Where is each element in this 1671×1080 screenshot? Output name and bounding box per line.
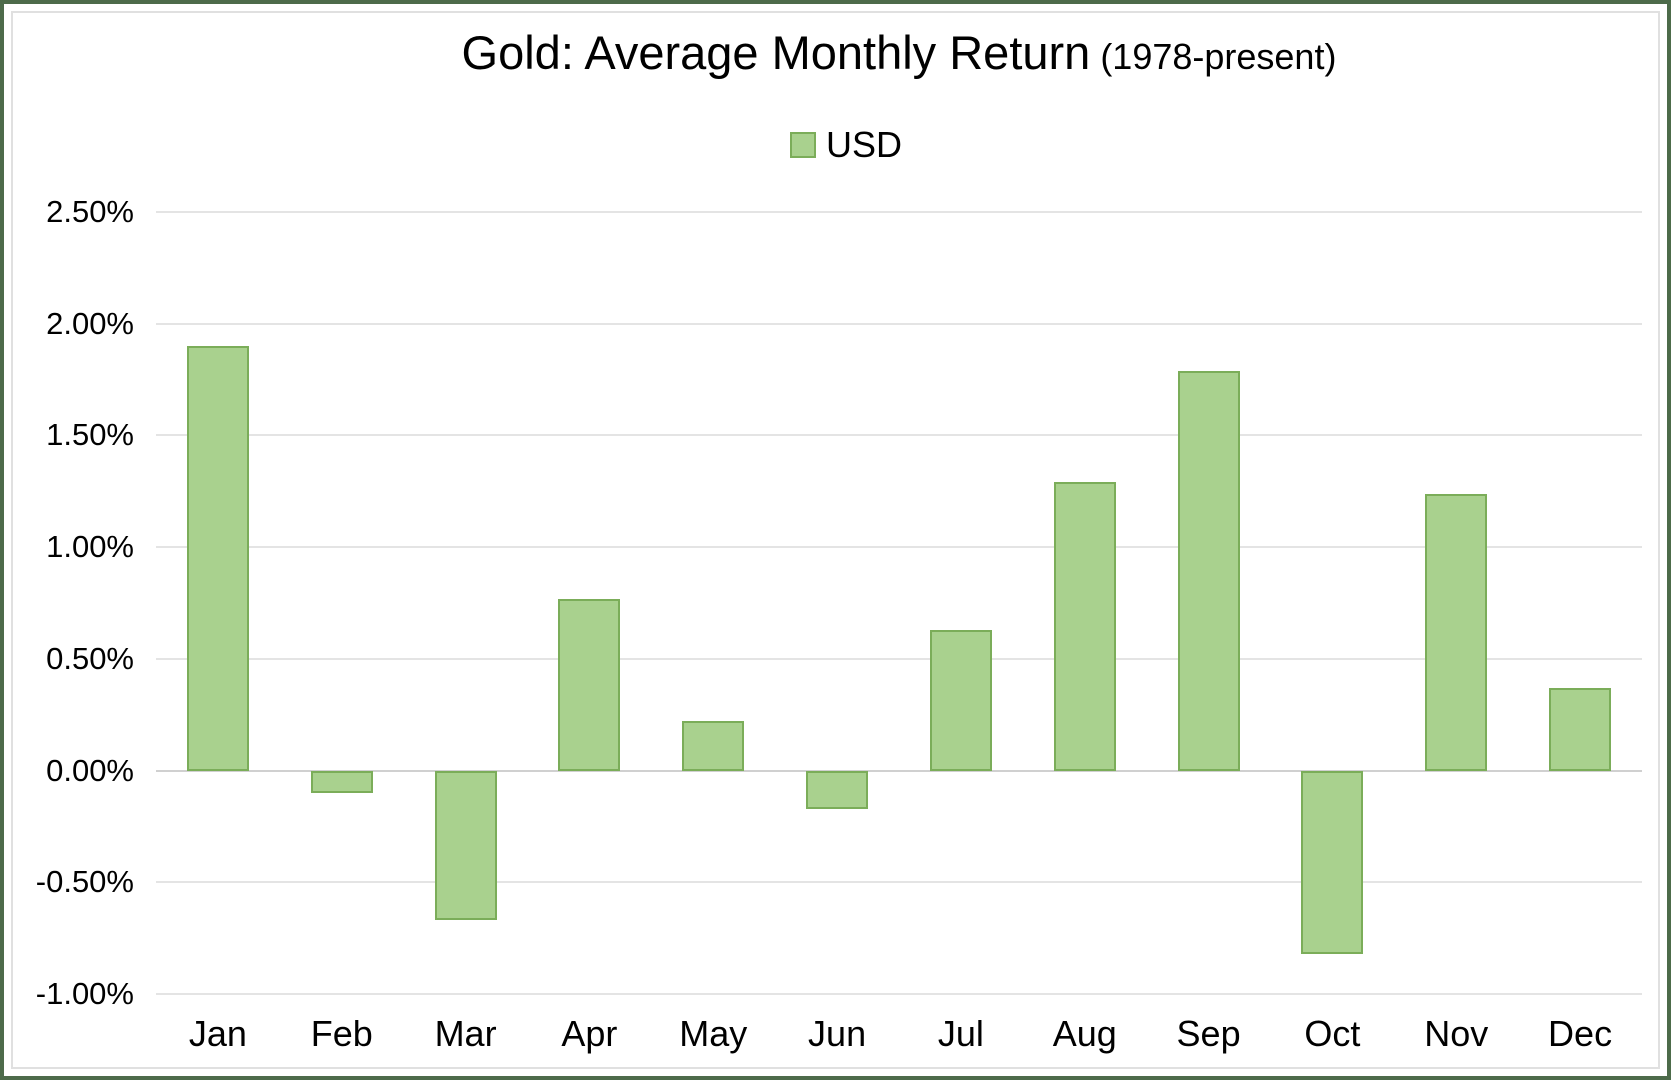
bar-feb <box>310 770 373 793</box>
gridline <box>156 322 1642 325</box>
gridline <box>156 546 1642 549</box>
legend-swatch-icon <box>790 132 816 158</box>
gridline <box>156 993 1642 995</box>
legend-label: USD <box>826 124 903 165</box>
bar-oct <box>1301 770 1364 954</box>
y-tick-label: 2.00% <box>46 305 134 341</box>
gridline <box>156 211 1642 213</box>
y-tick-label: 0.50% <box>46 640 134 676</box>
y-tick-label: -0.50% <box>35 864 134 900</box>
bar-sep <box>1177 370 1240 771</box>
x-tick-label-mar: Mar <box>434 1013 497 1054</box>
x-tick-label-sep: Sep <box>1176 1013 1241 1054</box>
bar-jul <box>929 629 992 771</box>
bar-mar <box>434 770 497 921</box>
y-axis-labels: 2.50% 2.00% 1.50% 1.00% 0.50% 0.00% -0.50% -1.0… <box>4 4 134 1076</box>
bar-may <box>682 721 745 771</box>
bar-jun <box>806 770 869 809</box>
x-tick-label-jan: Jan <box>188 1013 247 1054</box>
chart-title: Gold: Average Monthly Return (1978-presen… <box>156 26 1642 80</box>
x-tick-label-oct: Oct <box>1304 1013 1361 1054</box>
y-tick-label: 2.50% <box>46 194 134 229</box>
x-tick-label-jul: Jul <box>937 1013 984 1054</box>
y-tick-label: 0.00% <box>46 752 134 788</box>
x-tick-label-apr: Apr <box>561 1013 618 1054</box>
y-tick-label: 1.00% <box>46 529 134 565</box>
bar-aug <box>1053 482 1116 771</box>
y-tick-label: -1.00% <box>35 976 134 1011</box>
bar-apr <box>558 598 621 771</box>
plot-area <box>156 211 1642 995</box>
gridline <box>156 881 1642 884</box>
x-tick-label-aug: Aug <box>1052 1013 1117 1054</box>
bar-nov <box>1425 493 1488 771</box>
bar-jan <box>186 346 249 771</box>
y-tick-label: 1.50% <box>46 417 134 453</box>
x-tick-label-feb: Feb <box>310 1013 373 1054</box>
chart-title-suffix: (1978-present) <box>1100 36 1337 77</box>
x-tick-label-jun: Jun <box>808 1013 867 1054</box>
x-tick-label-dec: Dec <box>1548 1013 1613 1054</box>
x-tick-label-may: May <box>679 1013 748 1054</box>
x-tick-label-nov: Nov <box>1424 1013 1489 1054</box>
chart-title-main: Gold: Average Monthly Return <box>461 26 1091 79</box>
gridline <box>156 657 1642 660</box>
zero-axis-line <box>156 769 1642 772</box>
gridline <box>156 434 1642 437</box>
x-axis-labels: Jan Feb Mar Apr May Jun Jul Aug Sep Oct Nov Dec <box>156 1012 1642 1062</box>
legend: USD <box>790 124 902 166</box>
bar-dec <box>1549 687 1612 771</box>
